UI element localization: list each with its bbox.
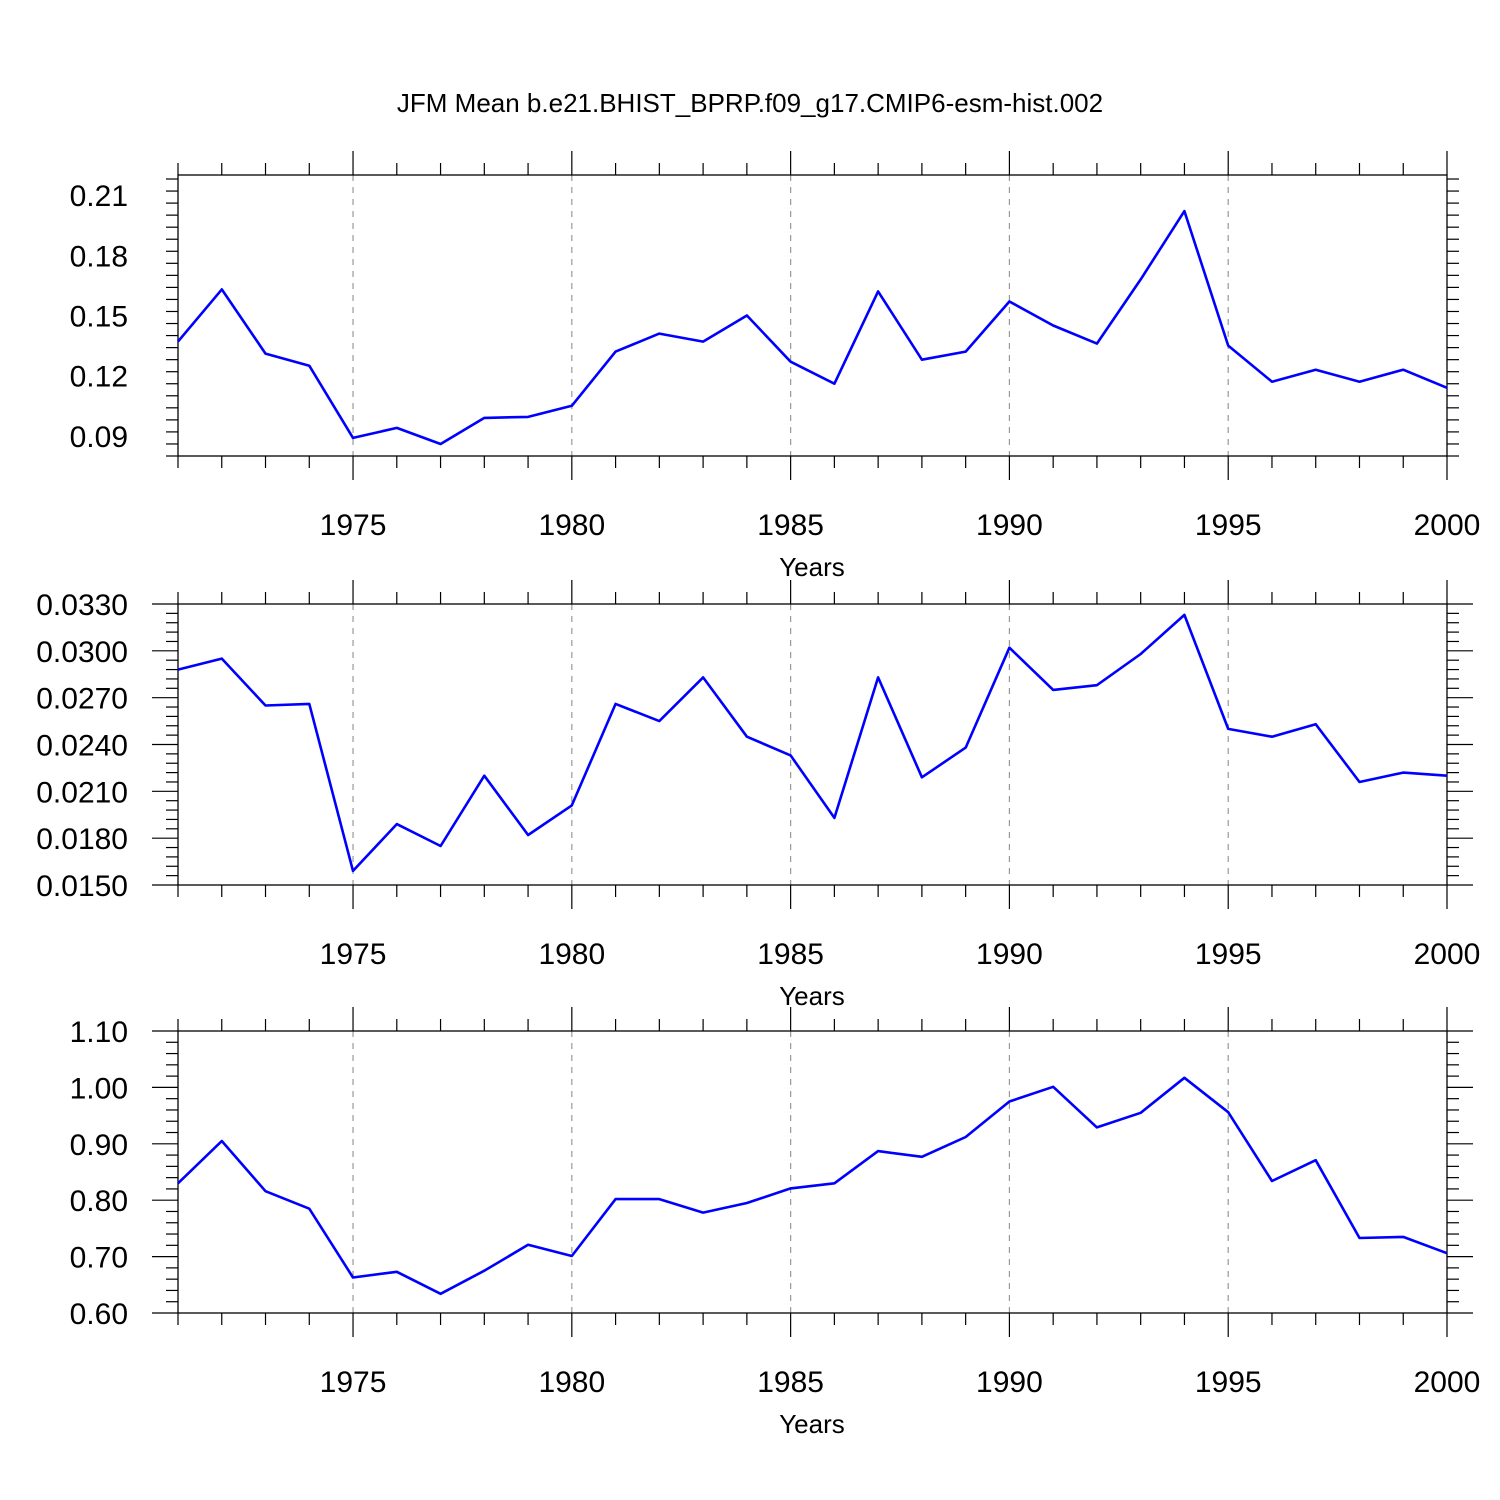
x-tick-label: 1990	[976, 509, 1043, 542]
y-axis-title-unit-exponent: 3	[16, 592, 35, 601]
y-tick-label: 0.15	[70, 301, 128, 334]
x-tick-label: 1985	[757, 509, 824, 542]
x-tick-label: 1990	[976, 938, 1043, 971]
panel-2: 0.0150 0.0180 0.0210 0.0240 0.0270 0.0300 0.03…	[16, 580, 1481, 1011]
y-tick-label: 0.0300	[36, 636, 128, 669]
y-tick-label: 0.0150	[36, 870, 128, 903]
y-tick-label: 1.00	[70, 1072, 128, 1105]
x-tick-label: 1995	[1195, 1366, 1262, 1399]
y-axis-title-unit-exponent: 2	[16, 1051, 35, 1060]
x-tick-label: 1980	[538, 1366, 605, 1399]
x-tick-label: 1995	[1195, 938, 1262, 971]
y-tick-label: 0.21	[70, 180, 128, 213]
y-tick-label: 1.10	[70, 1016, 128, 1049]
y-axis-title-exponent: 13	[16, 630, 35, 649]
figure-title: JFM Mean b.e21.BHIST_BPRP.f09_g17.CMIP6-…	[397, 88, 1103, 118]
series-line	[177, 613, 1448, 873]
y-tick-label: 0.80	[70, 1185, 128, 1218]
x-tick-label: 1980	[538, 938, 605, 971]
y-axis-title: GIN Ice Volume 1013 m3	[16, 178, 48, 454]
x-axis-title: Years	[779, 552, 845, 582]
y-axis-title-unit: m	[18, 187, 48, 216]
x-tick-label: 1980	[538, 509, 605, 542]
y-axis-title-exponent: 12	[16, 1089, 35, 1108]
y-axis-title-text: GIN Ice Volume 10	[18, 235, 48, 453]
y-tick-label: 0.18	[70, 240, 128, 273]
x-tick-label: 2000	[1414, 509, 1481, 542]
x-tick-label: 2000	[1414, 938, 1481, 971]
panel-3: 0.60 0.70 0.80 0.90 1.00 1.10 1975 1980 1985 1990…	[16, 1007, 1481, 1439]
y-axis-title-exponent: 13	[16, 216, 35, 235]
x-tick-label: 1985	[757, 938, 824, 971]
x-tick-label: 1990	[976, 1366, 1043, 1399]
x-tick-label: 1975	[320, 509, 387, 542]
y-tick-label: 0.0240	[36, 730, 128, 763]
plot-frame	[177, 1030, 1448, 1314]
plot-frame	[177, 174, 1448, 457]
y-tick-label: 0.09	[70, 421, 128, 454]
y-tick-label: 0.0210	[36, 776, 128, 809]
y-tick-label: 0.70	[70, 1242, 128, 1275]
x-tick-label: 1995	[1195, 509, 1262, 542]
x-axis-title: Years	[779, 1409, 845, 1439]
panel-1: 0.09 0.12 0.15 0.18 0.21 1975 1980 1985 1990 1995…	[16, 151, 1481, 582]
x-tick-label: 1975	[320, 938, 387, 971]
y-tick-label: 0.90	[70, 1129, 128, 1162]
y-tick-label: 0.60	[70, 1298, 128, 1331]
plot-frame	[177, 603, 1448, 886]
series-line	[177, 1076, 1448, 1296]
y-axis-title: GIN Ice Area 1012 m2	[16, 1051, 48, 1293]
x-tick-label: 2000	[1414, 1366, 1481, 1399]
x-tick-label: 1975	[320, 1366, 387, 1399]
x-tick-label: 1985	[757, 1366, 824, 1399]
y-axis-title-unit-exponent: 3	[16, 178, 35, 187]
y-tick-label: 0.0180	[36, 823, 128, 856]
y-tick-label: 0.0330	[36, 589, 128, 622]
y-tick-label: 0.12	[70, 361, 128, 394]
y-tick-label: 0.0270	[36, 683, 128, 716]
series-line	[177, 209, 1448, 446]
x-axis-title: Years	[779, 981, 845, 1011]
y-axis-title-unit: m	[18, 1060, 48, 1089]
y-axis-title-text: GIN Ice Area 10	[18, 1108, 48, 1293]
